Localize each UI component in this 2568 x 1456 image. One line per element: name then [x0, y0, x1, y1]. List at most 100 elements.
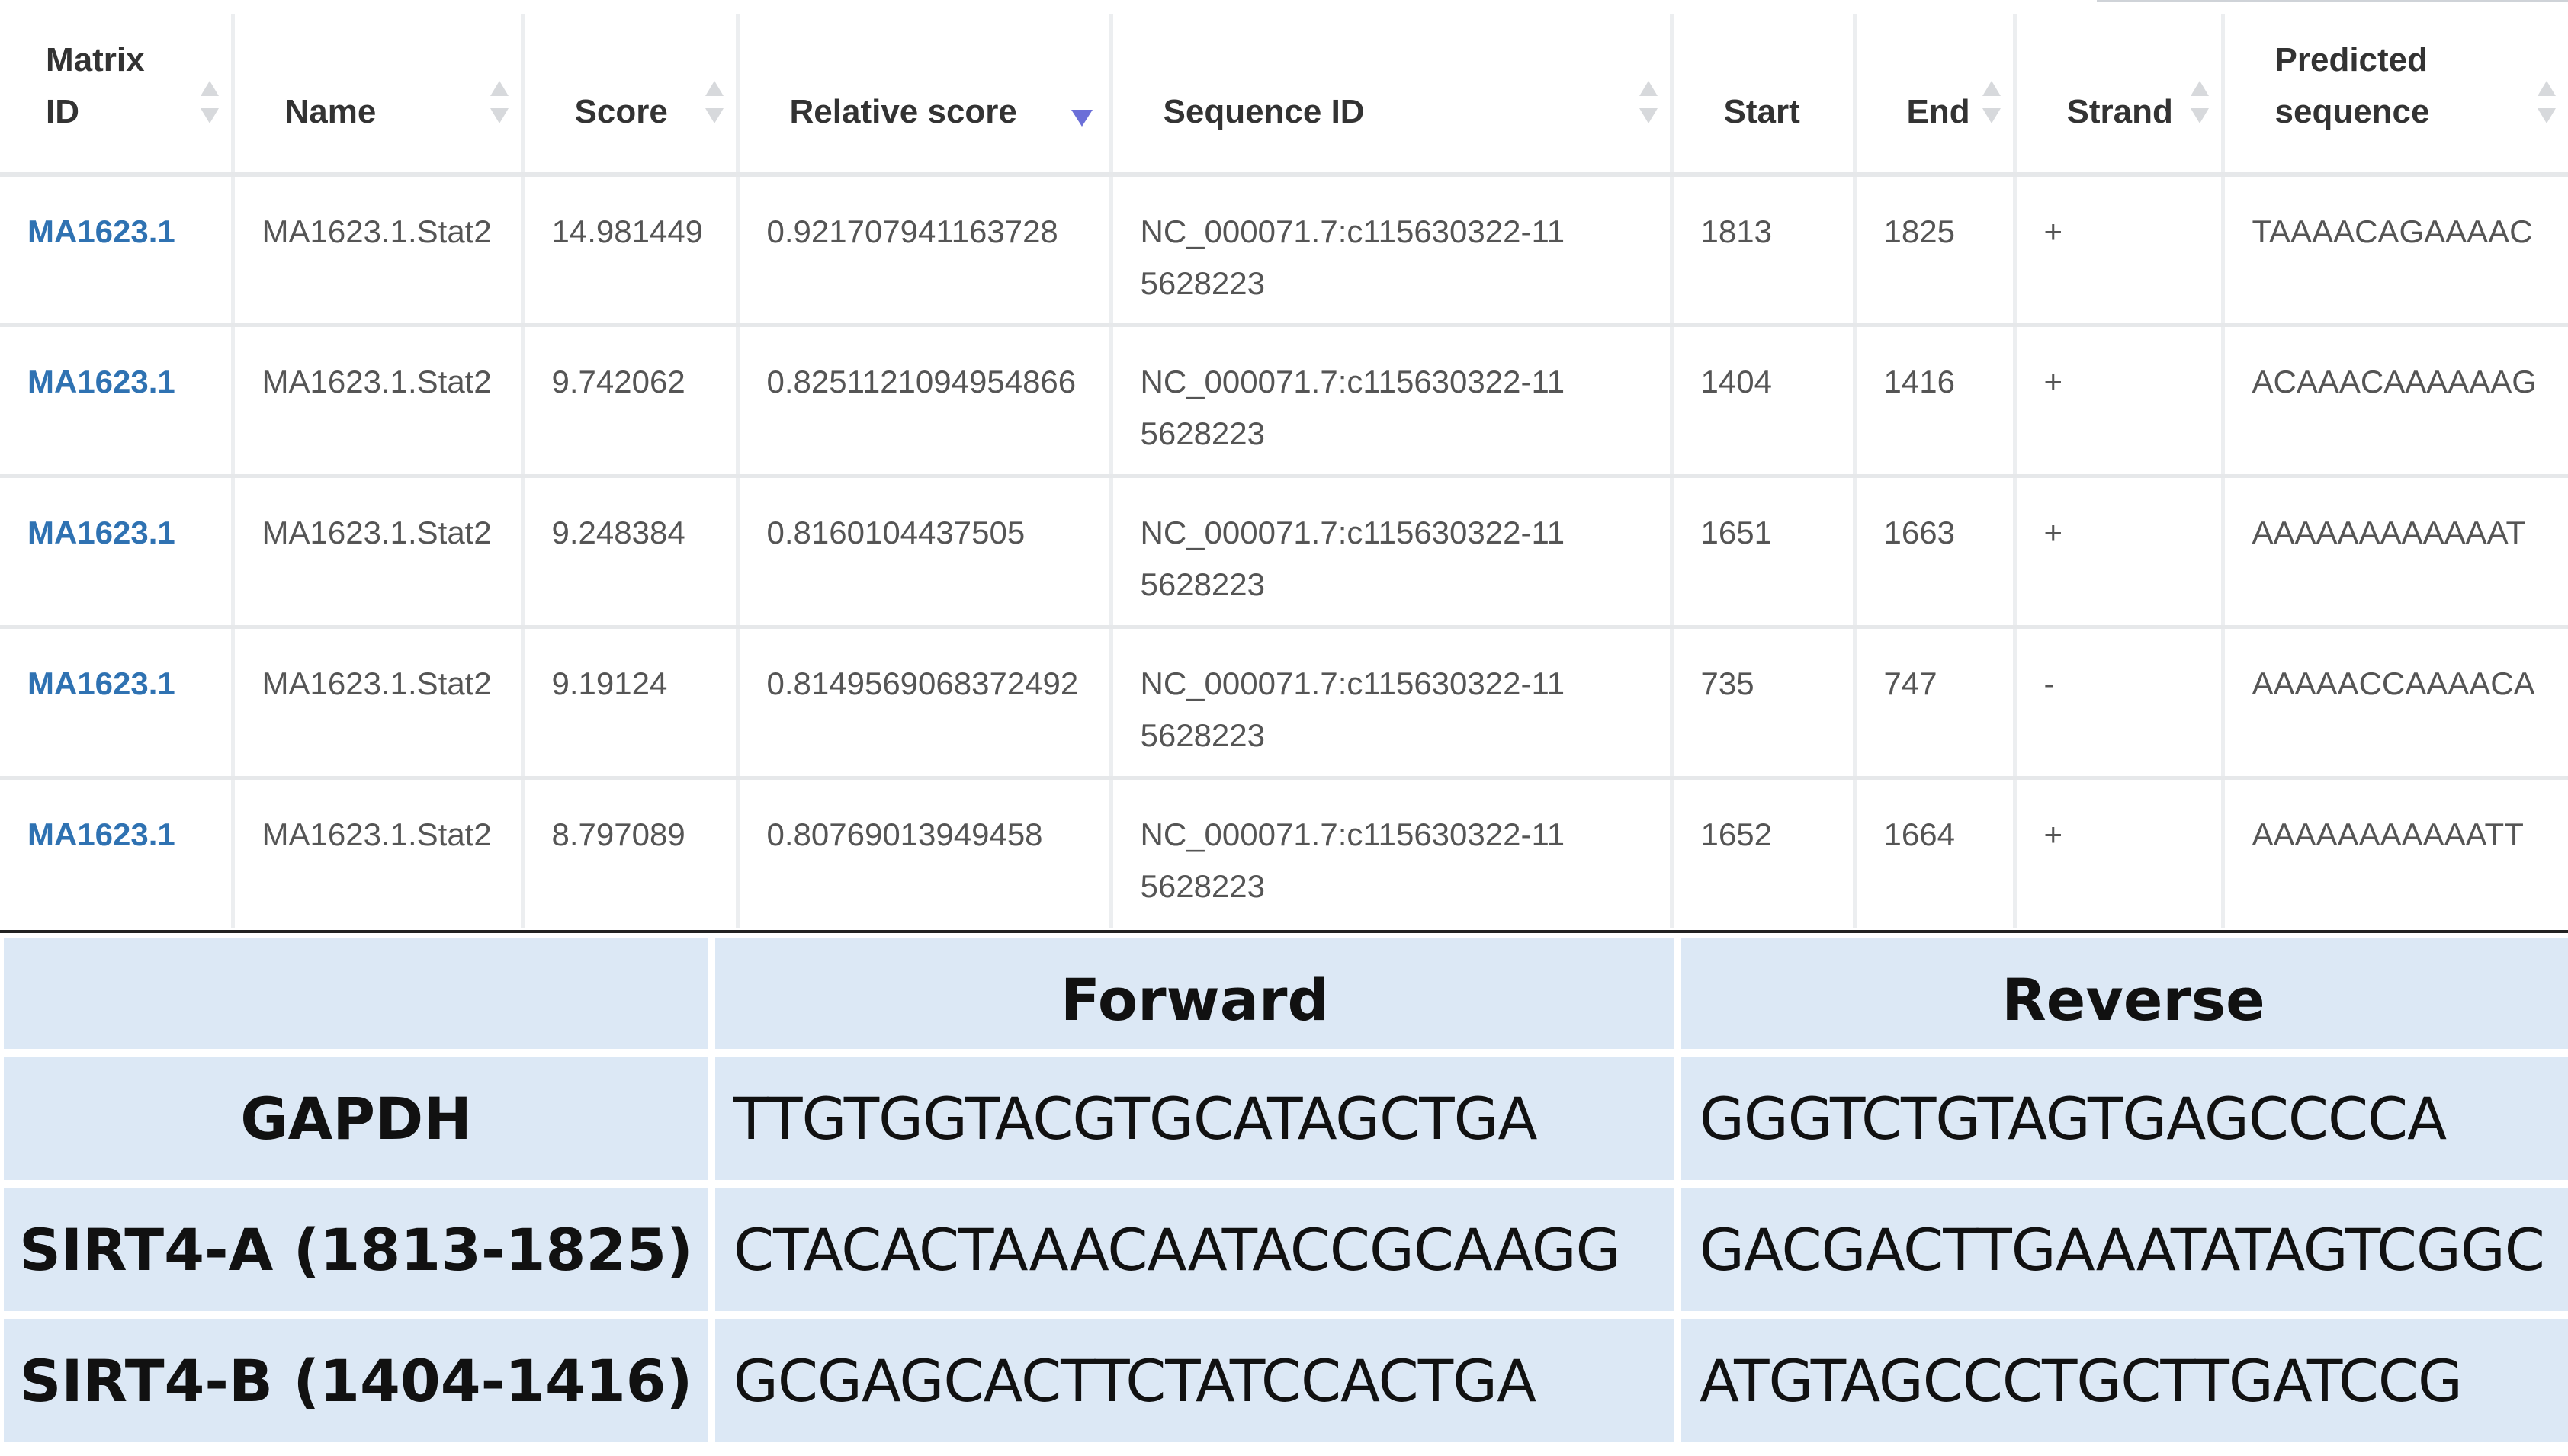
sort-descending-icon[interactable]	[1071, 110, 1093, 127]
name-cell: MA1623.1.Stat2	[233, 174, 525, 327]
column-header-matrix-id[interactable]: Matrix ID	[0, 14, 235, 177]
column-header-predicted-sequence[interactable]: Predicted sequence	[2223, 14, 2568, 177]
table-row: MA1623.1 MA1623.1.Stat2 9.742062 0.82511…	[0, 325, 2568, 478]
matrix-id-cell[interactable]: MA1623.1	[0, 627, 235, 780]
start-cell: 1652	[1671, 778, 1857, 928]
primer-table-panel: Forward Reverse GAPDH TTGTGGTACGTGCATAGC…	[0, 933, 2568, 1456]
sort-both-icon[interactable]	[200, 81, 219, 123]
column-header-label: Name	[284, 92, 377, 130]
table-row: MA1623.1 MA1623.1.Stat2 8.797089 0.80769…	[0, 778, 2568, 928]
column-header-relative-score[interactable]: Relative score	[737, 14, 1113, 177]
sequence-id-cell: NC_000071.7:c115630322-115628223	[1111, 174, 1674, 327]
jaspar-results-table: Matrix ID Name Score Relative score Sequ…	[0, 14, 2568, 930]
primer-row: SIRT4-B (1404-1416) GCGAGCACTTCTATCCACTG…	[4, 1319, 2568, 1442]
score-cell: 14.981449	[522, 174, 740, 327]
column-header-label: Score	[574, 92, 668, 130]
sort-both-icon[interactable]	[2538, 81, 2556, 123]
column-header-name[interactable]: Name	[233, 14, 525, 177]
top-edge-rule	[2097, 0, 2568, 2]
reverse-primer-cell: GGGTCTGTAGTGAGCCCCA	[1681, 1057, 2568, 1180]
end-cell: 1664	[1854, 778, 2017, 928]
strand-cell: +	[2014, 778, 2225, 928]
primer-row: SIRT4-A (1813-1825) CTACACTAAACAATACCGCA…	[4, 1188, 2568, 1311]
strand-cell: +	[2014, 476, 2225, 629]
forward-primer-cell: TTGTGGTACGTGCATAGCTGA	[715, 1057, 1674, 1180]
name-cell: MA1623.1.Stat2	[233, 778, 525, 928]
relative-score-cell: 0.8160104437505	[737, 476, 1113, 629]
primer-header-reverse: Reverse	[1681, 938, 2568, 1049]
column-header-label: Relative score	[789, 92, 1017, 130]
column-header-sequence-id[interactable]: Sequence ID	[1111, 14, 1674, 177]
relative-score-cell: 0.8251121094954866	[737, 325, 1113, 478]
gene-name-cell: GAPDH	[4, 1057, 708, 1180]
gene-name-cell: SIRT4-A (1813-1825)	[4, 1188, 708, 1311]
column-header-label: Sequence ID	[1163, 92, 1365, 130]
primer-row: GAPDH TTGTGGTACGTGCATAGCTGA GGGTCTGTAGTG…	[4, 1057, 2568, 1180]
matrix-id-link[interactable]: MA1623.1	[27, 514, 175, 550]
strand-cell: +	[2014, 174, 2225, 327]
name-cell: MA1623.1.Stat2	[233, 627, 525, 780]
sequence-id-text: NC_000071.7:c115630322-115628223	[1140, 363, 1565, 451]
table-row: MA1623.1 MA1623.1.Stat2 14.981449 0.9217…	[0, 174, 2568, 327]
score-cell: 9.248384	[522, 476, 740, 629]
end-cell: 1663	[1854, 476, 2017, 629]
matrix-id-link[interactable]: MA1623.1	[27, 363, 175, 399]
forward-primer-cell: CTACACTAAACAATACCGCAAGG	[715, 1188, 1674, 1311]
name-cell: MA1623.1.Stat2	[233, 325, 525, 478]
predicted-sequence-cell: AAAAACCAAAACA	[2223, 627, 2568, 780]
score-cell: 9.742062	[522, 325, 740, 478]
start-cell: 1813	[1671, 174, 1857, 327]
column-header-label: Predicted sequence	[2274, 40, 2430, 130]
start-cell: 1651	[1671, 476, 1857, 629]
column-header-label: End	[1906, 92, 1970, 130]
column-header-start[interactable]: Start	[1671, 14, 1857, 177]
name-cell: MA1623.1.Stat2	[233, 476, 525, 629]
section-divider	[0, 930, 2568, 933]
primer-table: Forward Reverse GAPDH TTGTGGTACGTGCATAGC…	[0, 930, 2568, 1450]
sequence-id-text: NC_000071.7:c115630322-115628223	[1140, 514, 1565, 602]
results-header-row: Matrix ID Name Score Relative score Sequ…	[0, 14, 2568, 177]
start-cell: 1404	[1671, 325, 1857, 478]
predicted-sequence-cell: ACAAACAAAAAAG	[2223, 325, 2568, 478]
predicted-sequence-cell: AAAAAAAAAAATT	[2252, 816, 2524, 852]
sequence-id-text: NC_000071.7:c115630322-115628223	[1140, 665, 1565, 753]
column-header-score[interactable]: Score	[522, 14, 740, 177]
relative-score-cell: 0.921707941163728	[737, 174, 1113, 327]
matrix-id-cell[interactable]: MA1623.1	[0, 476, 235, 629]
sequence-id-text: NC_000071.7:c115630322-115628223	[1140, 213, 1565, 301]
table-row: MA1623.1 MA1623.1.Stat2 9.248384 0.81601…	[0, 476, 2568, 629]
strand-cell: -	[2014, 627, 2225, 780]
sort-both-icon[interactable]	[705, 81, 724, 123]
matrix-id-cell[interactable]: MA1623.1	[0, 174, 235, 327]
column-header-label: Strand	[2066, 92, 2173, 130]
score-cell: 8.797089	[522, 778, 740, 928]
column-header-end[interactable]: End	[1854, 14, 2017, 177]
primer-header-row: Forward Reverse	[4, 938, 2568, 1049]
sequence-id-cell: NC_000071.7:c115630322-115628223	[1111, 627, 1674, 780]
table-row: MA1623.1 MA1623.1.Stat2 9.19124 0.814956…	[0, 627, 2568, 780]
score-cell: 9.19124	[522, 627, 740, 780]
column-header-label: Start	[1723, 92, 1800, 130]
matrix-id-cell[interactable]: MA1623.1	[0, 325, 235, 478]
primer-header-forward: Forward	[715, 938, 1674, 1049]
sequence-id-cell: NC_000071.7:c115630322-115628223	[1111, 778, 1674, 928]
matrix-id-cell[interactable]: MA1623.1	[0, 778, 235, 928]
sort-both-icon[interactable]	[1639, 81, 1658, 123]
sequence-id-cell: NC_000071.7:c115630322-115628223	[1111, 325, 1674, 478]
relative-score-cell: 0.80769013949458	[737, 778, 1113, 928]
forward-primer-cell: GCGAGCACTTCTATCCACTGA	[715, 1319, 1674, 1442]
sort-both-icon[interactable]	[2190, 81, 2209, 123]
sort-both-icon[interactable]	[490, 81, 509, 123]
matrix-id-link[interactable]: MA1623.1	[27, 665, 175, 701]
column-header-label: Matrix ID	[46, 40, 145, 130]
end-cell: 1416	[1854, 325, 2017, 478]
reverse-primer-cell: ATGTAGCCCTGCTTGATCCG	[1681, 1319, 2568, 1442]
results-table: Matrix ID Name Score Relative score Sequ…	[0, 14, 2568, 928]
predicted-sequence-cell: AAAAAAAAAAAAT	[2223, 476, 2568, 629]
matrix-id-link[interactable]: MA1623.1	[27, 816, 175, 852]
sort-both-icon[interactable]	[1982, 81, 2001, 123]
matrix-id-link[interactable]: MA1623.1	[27, 213, 175, 249]
sequence-id-text: NC_000071.7:c115630322-115628223	[1140, 816, 1565, 904]
column-header-strand[interactable]: Strand	[2014, 14, 2225, 177]
relative-score-cell: 0.8149569068372492	[737, 627, 1113, 780]
